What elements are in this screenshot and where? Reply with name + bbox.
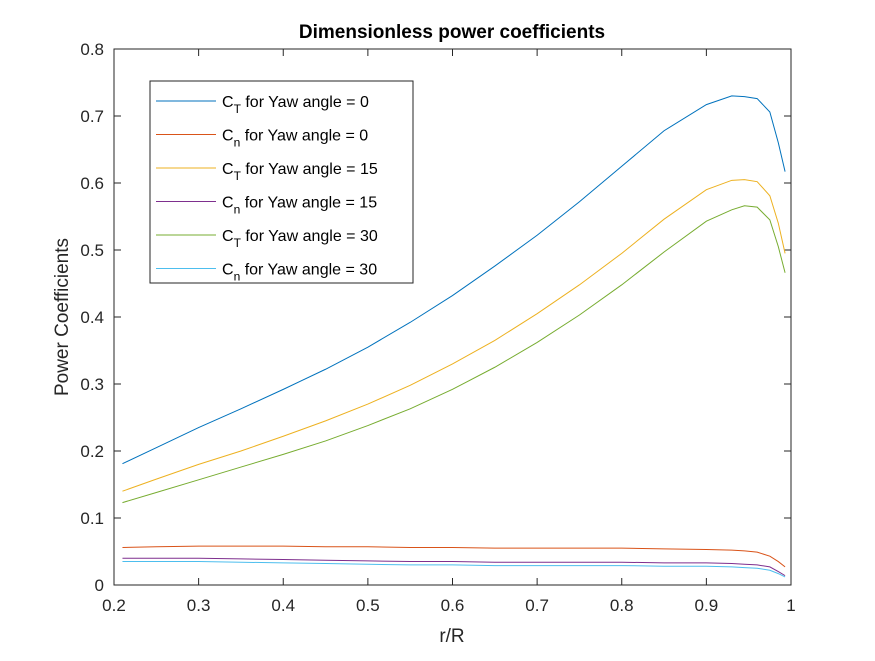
legend-entry-6: Cn for Yaw angle = 30 [222, 262, 377, 284]
legend-label: for Yaw angle = 15 [240, 195, 377, 212]
chart-title: Dimensionless power coefficients [299, 22, 605, 43]
legend-subscript: n [234, 270, 241, 284]
legend-label: for Yaw angle = 30 [241, 228, 378, 245]
x-tick-label: 0.5 [356, 596, 380, 615]
legend-label: for Yaw angle = 0 [240, 128, 368, 145]
legend-entry-2: Cn for Yaw angle = 0 [222, 128, 368, 150]
y-tick-label: 0 [95, 576, 104, 595]
legend-main: C [222, 195, 234, 212]
y-tick-label: 0.7 [80, 107, 104, 126]
series-line-6 [122, 561, 786, 578]
series-line-5 [122, 205, 786, 504]
series-line-3 [122, 179, 786, 492]
x-tick-label: 0.3 [187, 596, 211, 615]
legend-entry-4: Cn for Yaw angle = 15 [222, 195, 377, 217]
y-tick-label: 0.2 [80, 442, 104, 461]
legend-subscript: n [234, 203, 241, 217]
x-tick-label: 0.2 [102, 596, 126, 615]
series-lines [122, 95, 786, 578]
y-tick-label: 0.6 [80, 174, 104, 193]
x-tick-label: 0.8 [610, 596, 634, 615]
x-tick-label: 0.6 [441, 596, 465, 615]
y-tick-label: 0.3 [80, 375, 104, 394]
series-line-4 [122, 557, 786, 577]
legend-main: C [222, 228, 234, 245]
y-tick-label: 0.5 [80, 241, 104, 260]
legend-label: for Yaw angle = 15 [241, 161, 378, 178]
legend-box [149, 80, 414, 284]
axis-ticks: 0.2 0.3 0.4 0.5 0.6 0.7 0.8 0.9 1 0 0.1 0.2 0.3 0.4 0.… [80, 40, 795, 615]
x-tick-label: 1 [786, 596, 795, 615]
legend-subscript: T [234, 169, 242, 183]
legend-main: C [222, 262, 234, 279]
y-axis-label: Power Coefficients [52, 238, 73, 396]
legend-subscript: n [234, 136, 241, 150]
x-tick-label: 0.7 [525, 596, 549, 615]
series-line-2 [122, 545, 786, 568]
legend-subscript: T [234, 102, 242, 116]
x-tick-label: 0.4 [271, 596, 295, 615]
series-line-1 [122, 95, 786, 465]
legend-main: C [222, 161, 234, 178]
x-axis-label: r/R [439, 626, 464, 647]
y-tick-label: 0.1 [80, 509, 104, 528]
x-tick-label: 0.9 [695, 596, 719, 615]
legend-main: C [222, 94, 234, 111]
legend-label: for Yaw angle = 0 [241, 94, 369, 111]
legend-subscript: T [234, 236, 242, 250]
legend-entry-1: CT for Yaw angle = 0 [222, 94, 369, 116]
legend-entry-5: CT for Yaw angle = 30 [222, 228, 378, 250]
legend: CT for Yaw angle = 0Cn for Yaw angle = 0… [149, 80, 414, 284]
legend-entry-3: CT for Yaw angle = 15 [222, 161, 378, 183]
legend-label: for Yaw angle = 30 [240, 262, 377, 279]
legend-main: C [222, 128, 234, 145]
y-tick-label: 0.4 [80, 308, 104, 327]
y-tick-label: 0.8 [80, 40, 104, 59]
